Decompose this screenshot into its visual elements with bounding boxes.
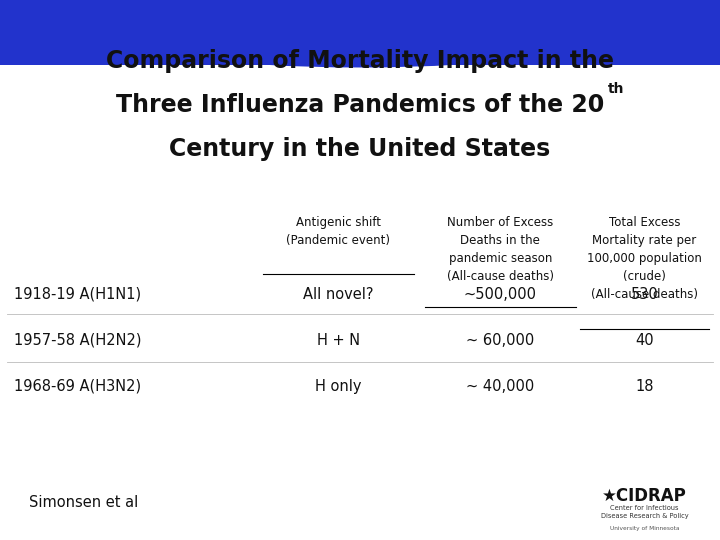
Text: 530: 530 — [631, 287, 658, 302]
Text: University of Minnesota: University of Minnesota — [610, 525, 679, 531]
Text: ~ 60,000: ~ 60,000 — [467, 333, 534, 348]
Bar — [0, 0, 720, 65]
Text: Three Influenza Pandemics of the 20: Three Influenza Pandemics of the 20 — [116, 93, 604, 117]
Text: 1957-58 A(H2N2): 1957-58 A(H2N2) — [14, 333, 142, 348]
Text: Total Excess
Mortality rate per
100,000 population
(crude)
(All-cause deaths): Total Excess Mortality rate per 100,000 … — [587, 216, 702, 301]
Text: Simonsen et al: Simonsen et al — [29, 495, 138, 510]
Text: ~ 40,000: ~ 40,000 — [467, 379, 534, 394]
Text: All novel?: All novel? — [303, 287, 374, 302]
Text: ~500,000: ~500,000 — [464, 287, 537, 302]
Text: H + N: H + N — [317, 333, 360, 348]
Text: Number of Excess
Deaths in the
pandemic season
(All-cause deaths): Number of Excess Deaths in the pandemic … — [447, 216, 554, 283]
Text: H only: H only — [315, 379, 361, 394]
Text: 1918-19 A(H1N1): 1918-19 A(H1N1) — [14, 287, 142, 302]
Text: Century in the United States: Century in the United States — [169, 137, 551, 161]
Text: 1968-69 A(H3N2): 1968-69 A(H3N2) — [14, 379, 142, 394]
Text: Center for Infectious
Disease Research & Policy: Center for Infectious Disease Research &… — [600, 505, 688, 519]
Text: 18: 18 — [635, 379, 654, 394]
Text: th: th — [608, 82, 624, 96]
Text: ★CIDRAP: ★CIDRAP — [602, 487, 687, 505]
Ellipse shape — [0, 0, 720, 68]
Text: Antigenic shift
(Pandemic event): Antigenic shift (Pandemic event) — [287, 216, 390, 247]
Text: 40: 40 — [635, 333, 654, 348]
Text: Comparison of Mortality Impact in the: Comparison of Mortality Impact in the — [106, 49, 614, 72]
